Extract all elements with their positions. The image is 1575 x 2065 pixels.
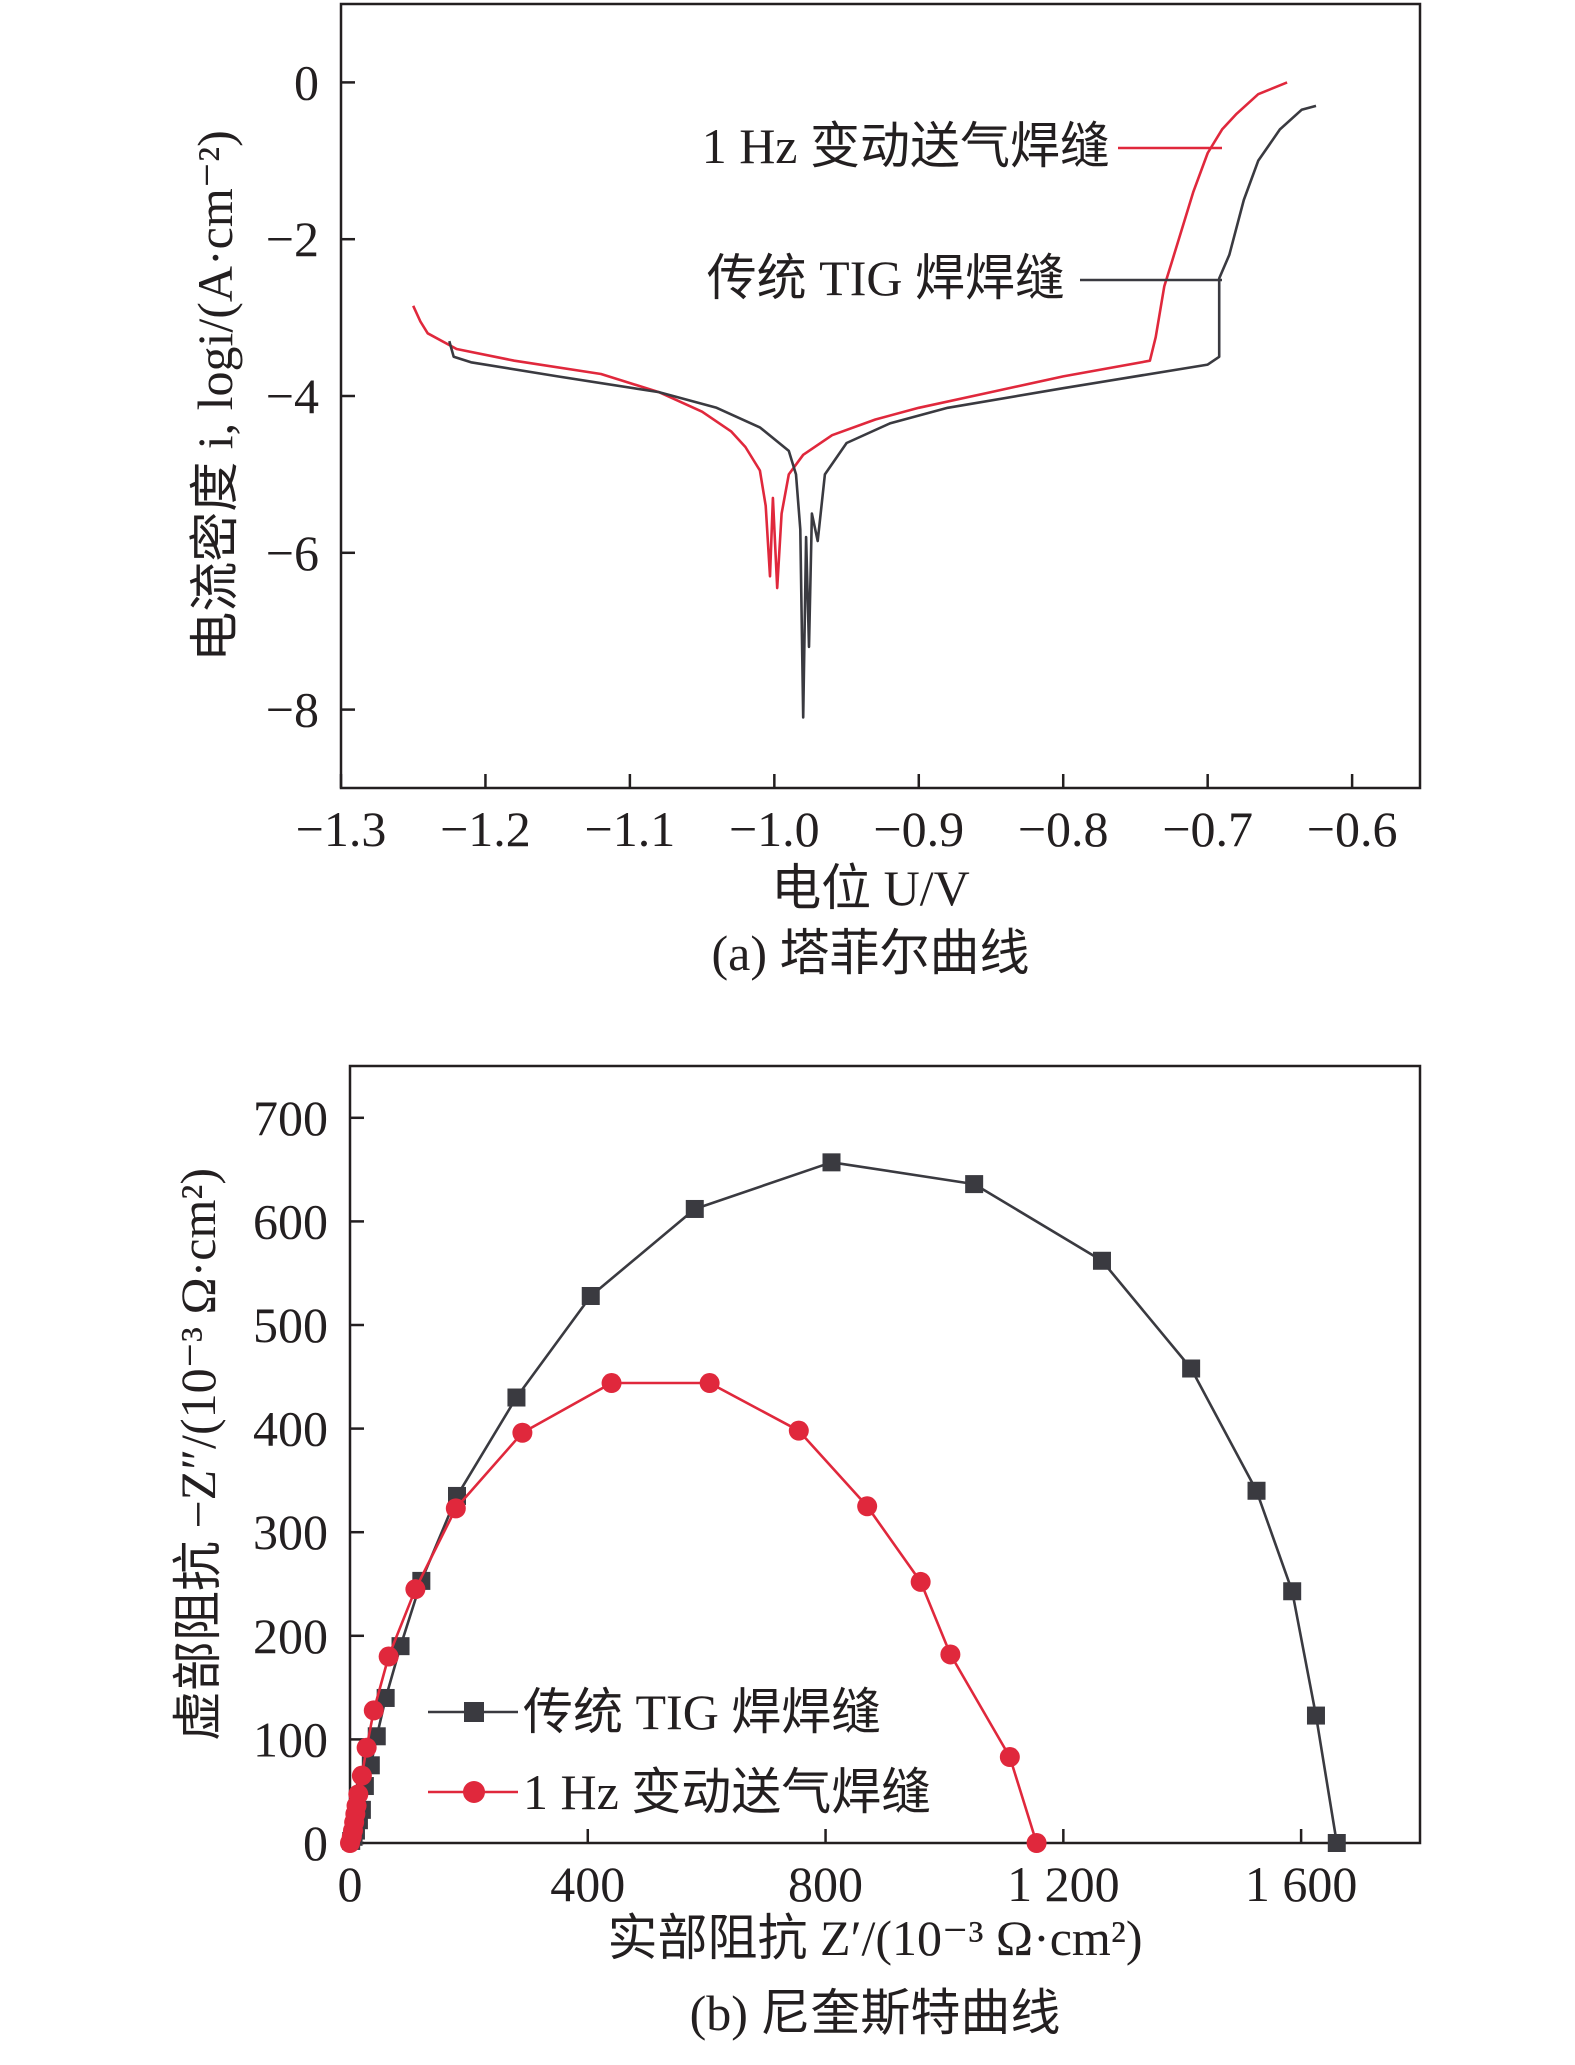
data-point-square — [1306, 1706, 1325, 1725]
legend-label-vgf: 1 Hz 变动送气焊缝 — [702, 118, 1110, 174]
data-point-circle — [378, 1646, 399, 1667]
y-tick-label: 700 — [253, 1090, 328, 1146]
x-axis-label: 实部阻抗 Z′/(10⁻³ Ω·cm²) — [608, 1910, 1143, 1966]
data-point-circle — [910, 1571, 931, 1592]
y-tick-label: 600 — [253, 1193, 328, 1249]
y-tick-label: 0 — [294, 54, 319, 110]
x-tick-label: −1.0 — [729, 801, 820, 857]
legend-label-2: 1 Hz 变动送气焊缝 — [523, 1764, 931, 1820]
data-point-square — [1182, 1359, 1201, 1378]
y-tick-label: 300 — [253, 1504, 328, 1560]
y-axis-label: 虚部阻抗 −Z″/(10⁻³ Ω·cm²) — [170, 1168, 226, 1741]
data-point-square — [685, 1199, 704, 1218]
y-tick-label: 100 — [253, 1711, 328, 1767]
series-line-1 — [350, 1161, 1339, 1844]
figure-caption: (b) 尼奎斯特曲线 — [690, 1985, 1061, 2041]
legend-label-tig: 传统 TIG 焊焊缝 — [707, 250, 1065, 306]
y-axis-label: 电流密度 i, logi/(A·cm⁻²) — [187, 130, 243, 662]
x-tick-label: −0.9 — [873, 801, 964, 857]
plot-frame — [348, 1064, 1422, 1845]
y-tick-label: −2 — [266, 211, 319, 267]
y-tick-label: −4 — [266, 368, 319, 424]
x-axis-label: 电位 U/V — [771, 860, 970, 916]
y-tick-label: −8 — [266, 682, 319, 738]
data-point-square — [1247, 1481, 1266, 1500]
y-tick-label: 500 — [253, 1297, 328, 1353]
data-point-circle — [348, 1784, 369, 1805]
data-point-circle — [699, 1373, 720, 1394]
y-tick-label: 0 — [303, 1815, 328, 1871]
data-point-square — [581, 1286, 600, 1305]
x-tick-label: 400 — [550, 1856, 625, 1912]
data-point-square — [1327, 1834, 1346, 1852]
y-tick-label: 400 — [253, 1401, 328, 1457]
legend-marker-circle — [463, 1781, 485, 1803]
x-tick-label: 1 200 — [1007, 1856, 1120, 1912]
x-tick-label: −1.1 — [585, 801, 676, 857]
x-tick-label: −0.6 — [1307, 801, 1398, 857]
data-point-circle — [363, 1700, 384, 1721]
legend-marker-square — [464, 1702, 484, 1722]
x-tick-label: 800 — [788, 1856, 863, 1912]
series-line-2 — [448, 104, 1317, 719]
data-point-circle — [788, 1420, 809, 1441]
data-point-circle — [405, 1579, 426, 1600]
x-tick-label: 0 — [338, 1856, 363, 1912]
data-point-circle — [445, 1498, 466, 1519]
series-line-1 — [412, 81, 1288, 590]
data-point-circle — [356, 1737, 377, 1758]
data-point-circle — [857, 1496, 878, 1517]
data-point-circle — [351, 1765, 372, 1786]
legend-label-1: 传统 TIG 焊焊缝 — [523, 1684, 881, 1740]
data-point-circle — [512, 1422, 533, 1443]
data-point-square — [376, 1688, 395, 1707]
tafel-chart: −1.3 −1.2 −1.1 −1.0 −0.9 −0.8 −0.7 −0.6 0 −2 −4 −6 −… — [187, 2, 1422, 981]
data-point-circle — [601, 1373, 622, 1394]
data-point-circle — [940, 1644, 961, 1665]
y-tick-label: −6 — [266, 525, 319, 581]
figure-caption: (a) 塔菲尔曲线 — [712, 925, 1030, 981]
nyquist-chart: 0 400 800 1 200 1 600 0 100 200 300 400 500 600 700 实… — [170, 1064, 1422, 2041]
x-tick-label: −0.8 — [1018, 801, 1109, 857]
x-tick-label: −1.3 — [296, 801, 387, 857]
data-point-square — [507, 1388, 526, 1407]
x-tick-label: −1.2 — [440, 801, 531, 857]
x-tick-label: 1 600 — [1245, 1856, 1358, 1912]
x-tick-label: −0.7 — [1162, 801, 1253, 857]
y-tick-label: 200 — [253, 1608, 328, 1664]
data-point-square — [965, 1175, 984, 1194]
data-point-square — [1283, 1582, 1302, 1601]
data-point-square — [822, 1153, 841, 1172]
data-point-circle — [999, 1747, 1020, 1768]
data-point-square — [1092, 1251, 1111, 1270]
data-point-circle — [1026, 1833, 1047, 1853]
